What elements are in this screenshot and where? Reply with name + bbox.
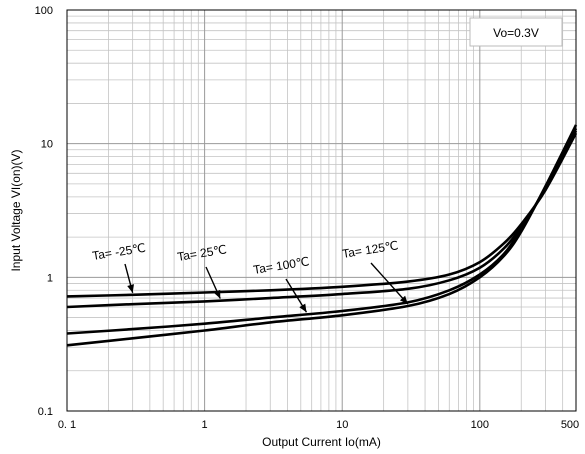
annotation-layer: Ta= -25℃ Ta= 25℃ Ta= 100℃ Ta= 125℃ [91, 238, 409, 313]
y-tick-labels: 0.1 1 10 100 [35, 5, 53, 418]
x-tick-label-0: 0. 1 [58, 419, 76, 431]
series-line-1 [66, 130, 578, 309]
annotation-arrow-3 [370, 262, 409, 305]
x-axis-title: Output Current Io(mA) [262, 435, 381, 449]
plot-frame [66, 9, 577, 412]
annotation-label-0: Ta= -25℃ [91, 241, 146, 263]
series-line-3 [66, 124, 578, 347]
annotation-label-1: Ta= 25℃ [176, 242, 227, 264]
series-layer [66, 124, 578, 347]
annotation-arrowhead-2 [299, 303, 307, 313]
grid-minor [67, 10, 577, 411]
legend-box [469, 17, 563, 47]
annotation-label-3: Ta= 125℃ [341, 238, 399, 261]
annotation-arrowhead-1 [213, 289, 221, 299]
y-tick-label-0: 0.1 [38, 406, 53, 418]
series-line-0 [66, 132, 578, 298]
x-tick-label-1: 1 [202, 419, 208, 431]
y-tick-label-2: 10 [41, 139, 53, 151]
annotation-arrowhead-0 [127, 284, 134, 293]
y-axis-title: Input Voltage VI(on)(V) [9, 149, 23, 271]
legend-layer: Vo=0.3V [469, 17, 563, 47]
x-tick-labels: 0. 1 1 10 100 500 [58, 419, 579, 431]
x-tick-label-2: 10 [336, 419, 348, 431]
x-tick-label-3: 100 [471, 419, 489, 431]
y-tick-label-1: 1 [47, 272, 53, 284]
legend-box-label: Vo=0.3V [493, 26, 539, 40]
grid-major [66, 10, 576, 412]
x-tick-label-4: 500 [561, 419, 579, 431]
y-tick-label-3: 100 [35, 5, 53, 17]
annotation-arrowhead-3 [399, 295, 408, 305]
annotation-label-2: Ta= 100℃ [252, 254, 310, 277]
